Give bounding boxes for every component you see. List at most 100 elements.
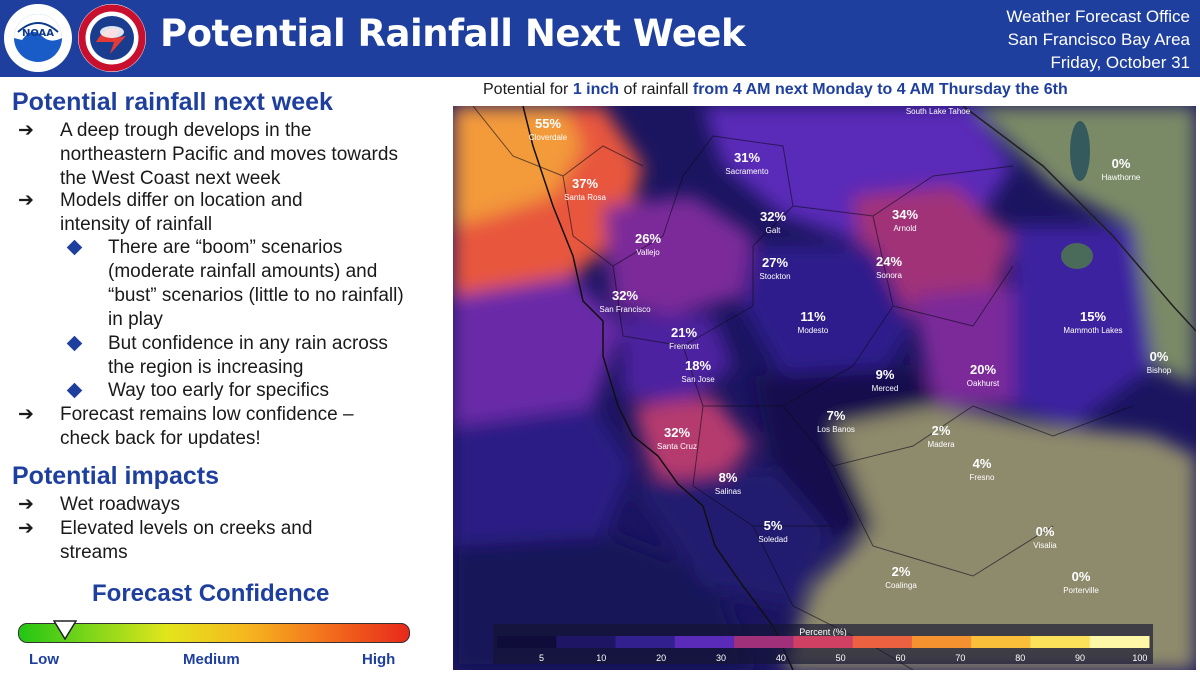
noaa-logo: NOAA: [4, 4, 72, 72]
place-name: Sacramento: [725, 167, 769, 176]
place-label: 24% Sonora: [876, 254, 902, 280]
place-percent: 15%: [1080, 309, 1106, 324]
impact-2: ➔ Elevated levels on creeks and streams: [18, 517, 398, 565]
legend-tick-label: 10: [596, 653, 606, 663]
place-label: 55% Cloverdale: [529, 116, 568, 142]
place-name: Fremont: [669, 342, 700, 351]
rainfall-probability-map: 55% Cloverdale 37% Santa Rosa 26% Vallejo 32% S…: [453, 106, 1196, 670]
place-percent: 24%: [876, 254, 902, 269]
sub-bullet-text: There are “boom” scenarios (moderate rai…: [108, 237, 404, 330]
confidence-medium-label: Medium: [183, 651, 240, 668]
place-name: Bishop: [1147, 366, 1172, 375]
office-area: San Francisco Bay Area: [1007, 30, 1190, 49]
place-label: 27% Stockton: [759, 255, 790, 281]
place-percent: 26%: [635, 231, 661, 246]
place-percent: 34%: [892, 207, 918, 222]
nws-logo: [78, 4, 146, 72]
place-name: South Lake Tahoe: [906, 107, 971, 116]
place-name: Sonora: [876, 271, 902, 280]
impact-text: Elevated levels on creeks and streams: [60, 518, 313, 563]
place-label: 32% Galt: [760, 209, 786, 235]
place-percent: 2%: [932, 423, 951, 438]
arrow-right-icon: ➔: [18, 190, 34, 211]
place-name: Merced: [872, 384, 899, 393]
place-label: 0% Bishop: [1147, 349, 1172, 375]
place-label: 37% Santa Rosa: [564, 176, 606, 202]
place-name: San Francisco: [599, 305, 651, 314]
map-caption: Potential for 1 inch of rainfall from 4 …: [483, 81, 1068, 99]
place-name: Madera: [927, 440, 955, 449]
place-label: 5% Soledad: [758, 518, 787, 544]
place-label: 0% Visalia: [1033, 524, 1057, 550]
arrow-right-icon: ➔: [18, 120, 34, 141]
place-label: 8% Salinas: [715, 470, 741, 496]
legend-tick-label: 80: [1015, 653, 1025, 663]
state-boundary: [962, 106, 1196, 332]
sub-bullet-2: But confidence in any rain across the re…: [66, 332, 406, 380]
legend-swatch: [971, 636, 1031, 648]
place-name: Stockton: [759, 272, 790, 281]
place-label: 7% Los Banos: [817, 408, 855, 434]
confidence-low-label: Low: [29, 651, 59, 668]
legend-swatch: [1030, 636, 1091, 648]
bullet-2: ➔ Models differ on location and intensit…: [18, 189, 398, 237]
place-label: 9% Merced: [872, 367, 899, 393]
place-name: San Jose: [681, 375, 715, 384]
place-percent: 11%: [800, 309, 826, 324]
place-percent: 55%: [535, 116, 561, 131]
sub-bullet-text: But confidence in any rain across the re…: [108, 333, 388, 378]
lake-shape: [1061, 243, 1093, 269]
place-name: Porterville: [1063, 586, 1099, 595]
legend-title: Percent (%): [799, 627, 847, 637]
place-name: Santa Rosa: [564, 193, 606, 202]
legend-swatch: [615, 636, 676, 648]
header-bar: NOAA Potential Rainfall Next Week Weathe…: [0, 0, 1200, 77]
place-percent: 0%: [1036, 524, 1055, 539]
legend-tick-label: 40: [776, 653, 786, 663]
place-name: Santa Cruz: [657, 442, 697, 451]
left-panel: Potential rainfall next week ➔ A deep tr…: [0, 80, 445, 675]
place-name: Galt: [766, 226, 781, 235]
place-label: South Lake Tahoe: [906, 107, 971, 116]
place-name: Coalinga: [885, 581, 917, 590]
arrow-right-icon: ➔: [18, 404, 34, 425]
page-title: Potential Rainfall Next Week: [160, 12, 746, 55]
place-percent: 8%: [719, 470, 738, 485]
place-label: 2% Coalinga: [885, 564, 917, 590]
place-label: 26% Vallejo: [635, 231, 661, 257]
bullet-text: A deep trough develops in the northeaste…: [60, 120, 398, 189]
place-percent: 20%: [970, 362, 996, 377]
confidence-bar: [18, 623, 410, 643]
legend-tick-label: 60: [896, 653, 906, 663]
caption-prefix: Potential for: [483, 81, 573, 98]
place-name: Visalia: [1033, 541, 1057, 550]
place-label: 15% Mammoth Lakes: [1063, 309, 1122, 335]
place-label: 34% Arnold: [892, 207, 918, 233]
legend-tick-label: 20: [656, 653, 666, 663]
place-percent: 32%: [760, 209, 786, 224]
place-percent: 18%: [685, 358, 711, 373]
legend-swatch: [1089, 636, 1150, 648]
place-label: 2% Madera: [927, 423, 955, 449]
place-label: 32% Santa Cruz: [657, 425, 697, 451]
place-name: Soledad: [758, 535, 787, 544]
place-percent: 9%: [876, 367, 895, 382]
place-label: 4% Fresno: [970, 456, 995, 482]
legend-tick-label: 70: [955, 653, 965, 663]
legend-swatch: [674, 636, 735, 648]
place-label: 11% Modesto: [798, 309, 829, 335]
arrow-right-icon: ➔: [18, 518, 34, 539]
place-label: 20% Oakhurst: [967, 362, 1000, 388]
section-title-impacts: Potential impacts: [12, 462, 219, 490]
place-percent: 27%: [762, 255, 788, 270]
caption-amount: 1 inch: [572, 81, 620, 98]
place-percent: 7%: [827, 408, 846, 423]
impact-1: ➔ Wet roadways: [18, 493, 398, 517]
legend-tick-label: 50: [836, 653, 846, 663]
confidence-title: Forecast Confidence: [92, 580, 330, 607]
legend-swatch: [556, 636, 617, 648]
legend-swatch: [852, 636, 913, 648]
legend-swatch: [497, 636, 557, 648]
sub-bullet-3: Way too early for specifics: [66, 379, 406, 403]
